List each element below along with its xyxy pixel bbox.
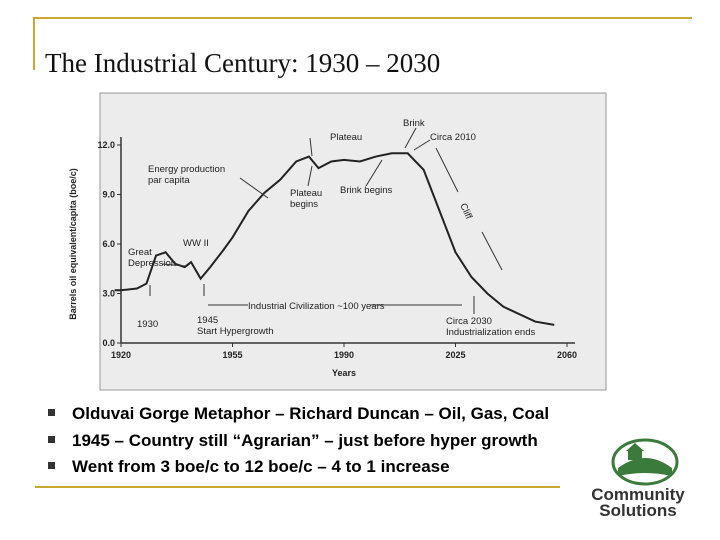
annotation-arrow xyxy=(309,137,313,157)
x-tick-label: 1990 xyxy=(334,350,354,360)
x-tick-label: 2025 xyxy=(445,350,465,360)
annotation-arrow xyxy=(435,147,459,193)
x-axis-label: Years xyxy=(332,368,356,378)
annotation: 1945 xyxy=(197,315,218,326)
annotation: Start Hypergrowth xyxy=(197,326,274,337)
annotation: Depression xyxy=(128,258,176,269)
annotation: Industrialization ends xyxy=(446,327,535,338)
annotation: WW II xyxy=(183,238,209,249)
bullet: 1945 – Country still “Agrarian” – just b… xyxy=(72,431,538,450)
annotation: 1930 xyxy=(137,319,158,330)
annotation: begins xyxy=(290,199,318,210)
annotation: Great xyxy=(128,247,152,258)
data-line xyxy=(114,152,555,326)
y-tick-label: 0.0 xyxy=(102,338,115,348)
x-tick-label: 1955 xyxy=(222,350,242,360)
bullet: Went from 3 boe/c to 12 boe/c – 4 to 1 i… xyxy=(72,457,450,476)
bullet-marker xyxy=(48,436,55,443)
annotation: Industrial Civilization ~100 years xyxy=(248,301,385,312)
y-tick-label: 9.0 xyxy=(102,190,115,200)
annotation: Energy production xyxy=(148,164,225,175)
annotation-arrow xyxy=(365,159,383,187)
chart-image xyxy=(99,92,607,391)
annotation-arrow xyxy=(413,139,431,151)
slide-title: The Industrial Century: 1930 – 2030 xyxy=(45,48,440,78)
bullet-marker xyxy=(48,462,55,469)
logo-text: Solutions xyxy=(599,501,676,520)
bullet-marker xyxy=(48,409,55,416)
annotation-arrow xyxy=(404,127,417,149)
y-tick-label: 6.0 xyxy=(102,239,115,249)
x-tick-label: 1920 xyxy=(111,350,131,360)
annotation: Plateau xyxy=(290,188,322,199)
annotation: Plateau xyxy=(330,132,362,143)
y-axis-label: Barrels oil equivalent/capita (boe/c) xyxy=(68,168,78,320)
annotation-arrow xyxy=(239,177,269,199)
annotation: Brink begins xyxy=(340,185,393,196)
annotation: Circa 2010 xyxy=(430,132,476,143)
logo-icon xyxy=(611,438,679,486)
annotation: par capita xyxy=(148,175,190,186)
annotation-arrow xyxy=(161,263,186,267)
logo-text: Community xyxy=(591,485,685,504)
bullet: Olduvai Gorge Metaphor – Richard Duncan … xyxy=(72,404,549,423)
annotation-arrow xyxy=(481,231,503,271)
y-tick-label: 3.0 xyxy=(102,289,115,299)
x-tick-label: 2060 xyxy=(557,350,577,360)
annotation: Brink xyxy=(403,118,425,129)
annotation: Circa 2030 xyxy=(446,316,492,327)
annotation-arrow xyxy=(307,165,313,187)
y-tick-label: 12.0 xyxy=(97,140,115,150)
